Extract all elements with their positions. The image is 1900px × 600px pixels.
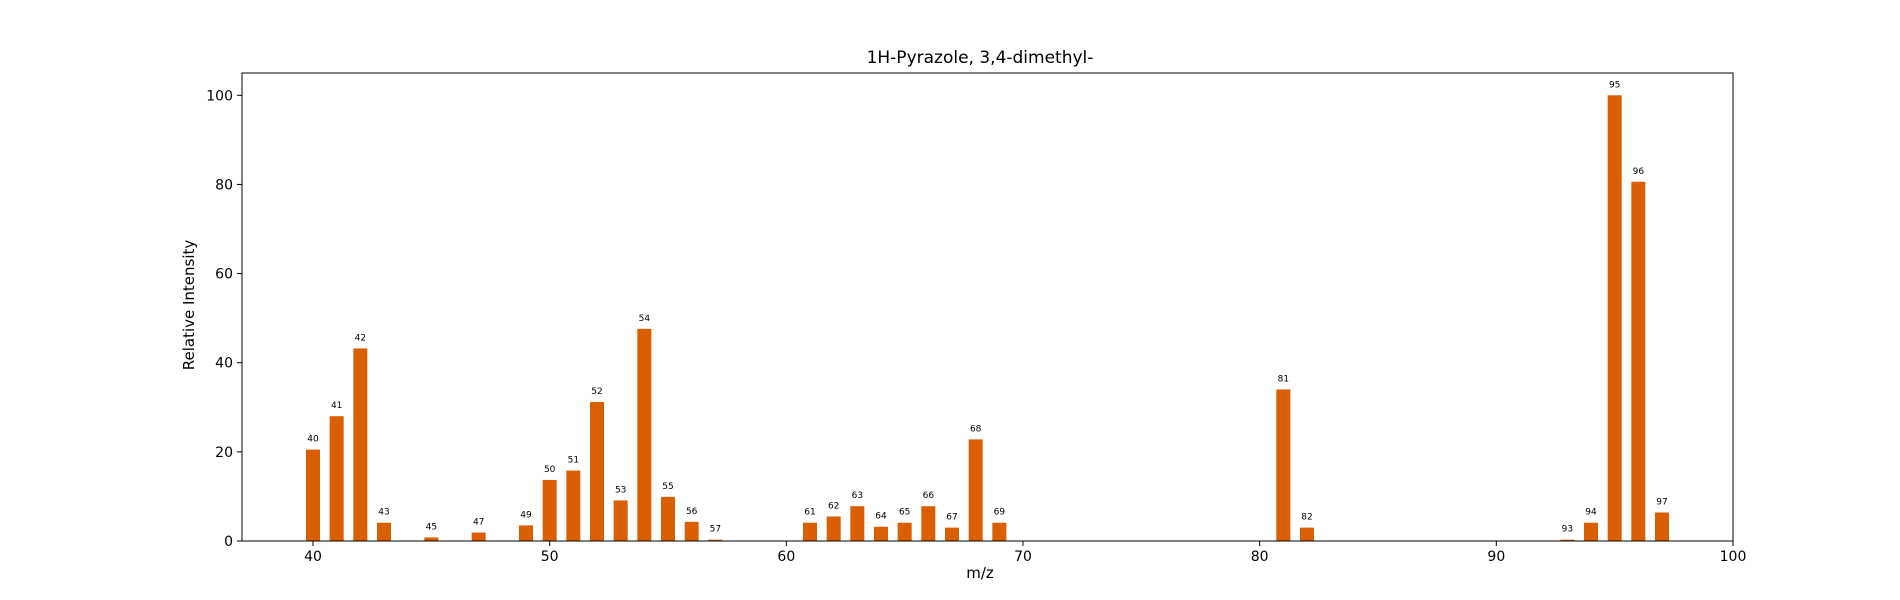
x-axis-ticks: 40 50 60 70 80 90 100 (304, 541, 1746, 565)
bar-mz-47 (471, 532, 486, 541)
y-tick-label: 0 (224, 534, 233, 550)
bar-label-mz-97: 97 (1656, 497, 1667, 507)
x-tick-label: 40 (304, 549, 322, 565)
bar-labels-group: 40 41 42 43 45 47 49 50 51 52 53 54 55 56 57 61 62 63 64 65… (307, 80, 1667, 534)
bar-label-mz-41: 41 (331, 401, 342, 411)
bar-mz-82 (1300, 527, 1314, 541)
bar-mz-67 (945, 527, 959, 541)
bar-mz-65 (897, 522, 912, 541)
bar-mz-66 (921, 506, 936, 541)
bar-label-mz-82: 82 (1301, 513, 1312, 523)
bar-mz-64 (874, 526, 888, 541)
bar-mz-57 (708, 539, 723, 541)
bar-label-mz-45: 45 (426, 522, 437, 532)
bar-mz-56 (684, 521, 699, 541)
y-tick-label: 60 (215, 267, 233, 283)
bar-label-mz-42: 42 (355, 333, 366, 343)
bar-label-mz-66: 66 (923, 491, 935, 501)
bar-label-mz-63: 63 (852, 491, 863, 501)
bar-label-mz-47: 47 (473, 518, 484, 528)
x-tick-label: 70 (1014, 549, 1032, 565)
bar-mz-95 (1607, 95, 1622, 541)
bar-label-mz-40: 40 (307, 435, 319, 445)
bar-mz-96 (1631, 181, 1646, 541)
bar-mz-97 (1655, 512, 1669, 541)
bar-label-mz-57: 57 (710, 525, 721, 535)
bars-group (306, 95, 1669, 541)
bar-mz-68 (968, 439, 983, 541)
bar-label-mz-51: 51 (568, 456, 579, 466)
x-axis-label: m/z (966, 564, 994, 582)
plot-area-frame (241, 72, 1734, 542)
y-axis-label: Relative Intensity (180, 240, 198, 371)
bar-mz-43 (377, 522, 391, 541)
x-tick-label: 90 (1487, 549, 1505, 565)
bar-mz-81 (1276, 389, 1291, 541)
bar-mz-45 (424, 537, 439, 541)
bar-label-mz-54: 54 (639, 314, 651, 324)
bar-mz-51 (566, 470, 581, 541)
bar-label-mz-68: 68 (970, 424, 982, 434)
bar-label-mz-96: 96 (1633, 167, 1645, 177)
bar-label-mz-93: 93 (1562, 525, 1573, 535)
x-tick-label: 60 (777, 549, 795, 565)
bar-mz-41 (329, 416, 344, 541)
bar-mz-55 (661, 496, 675, 541)
y-tick-label: 40 (215, 356, 233, 372)
bar-label-mz-43: 43 (378, 508, 389, 518)
bar-label-mz-95: 95 (1609, 80, 1620, 90)
bar-mz-93 (1560, 539, 1575, 541)
x-tick-label: 80 (1251, 549, 1269, 565)
x-tick-label: 100 (1720, 549, 1747, 565)
bar-mz-63 (850, 506, 865, 541)
bar-mz-50 (542, 479, 557, 541)
bar-mz-69 (992, 522, 1007, 541)
y-tick-label: 100 (206, 88, 233, 104)
y-tick-label: 80 (215, 177, 233, 193)
bar-mz-40 (306, 449, 320, 541)
y-axis-ticks: 0 20 40 60 80 100 (206, 88, 242, 550)
bar-mz-61 (803, 522, 817, 541)
bar-label-mz-49: 49 (520, 510, 532, 520)
bar-mz-53 (613, 500, 628, 541)
chart-title: 1H-Pyrazole, 3,4-dimethyl- (867, 48, 1094, 68)
bar-mz-42 (353, 348, 368, 541)
bar-mz-94 (1584, 522, 1598, 541)
bar-label-mz-94: 94 (1585, 508, 1597, 518)
bar-label-mz-56: 56 (686, 507, 698, 517)
bar-label-mz-61: 61 (804, 508, 815, 518)
y-tick-label: 20 (215, 445, 233, 461)
bar-label-mz-52: 52 (591, 387, 602, 397)
bar-label-mz-67: 67 (946, 513, 957, 523)
bar-label-mz-69: 69 (994, 508, 1006, 518)
bar-mz-54 (637, 328, 652, 541)
bar-mz-52 (590, 401, 604, 541)
bar-label-mz-65: 65 (899, 508, 910, 518)
bar-label-mz-53: 53 (615, 485, 626, 495)
bar-mz-49 (519, 525, 533, 541)
bar-label-mz-62: 62 (828, 501, 839, 511)
bar-label-mz-50: 50 (544, 465, 556, 475)
bar-mz-62 (826, 516, 841, 541)
x-tick-label: 50 (541, 549, 559, 565)
bar-label-mz-55: 55 (662, 482, 673, 492)
bar-label-mz-64: 64 (875, 512, 887, 522)
bar-label-mz-81: 81 (1278, 374, 1289, 384)
